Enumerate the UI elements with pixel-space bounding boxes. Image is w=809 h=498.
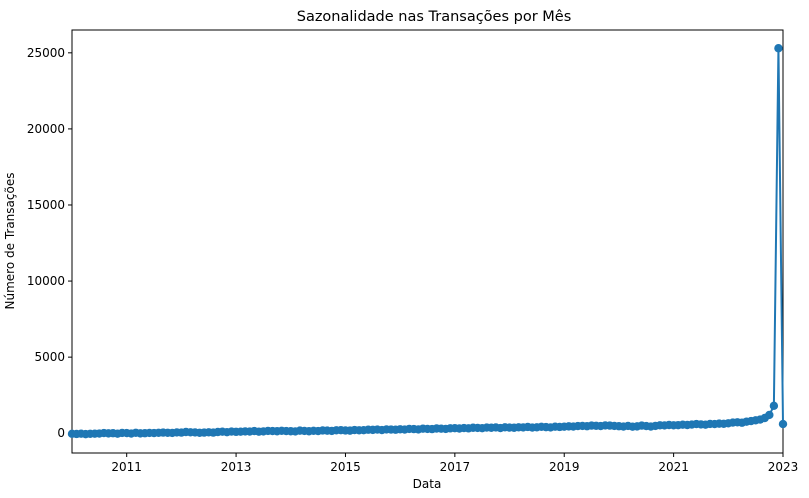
x-tick-label: 2013: [221, 460, 252, 474]
y-tick-label: 15000: [27, 198, 65, 212]
data-point: [778, 419, 788, 429]
data-point: [774, 44, 783, 53]
chart-title: Sazonalidade nas Transações por Mês: [297, 9, 572, 25]
y-axis-title: Número de Transações: [3, 173, 17, 310]
x-tick-label: 2015: [330, 460, 361, 474]
x-tick-label: 2021: [658, 460, 689, 474]
x-axis: 2011 2013 2015 2017 2019 2021 2023: [111, 453, 798, 474]
y-tick-label: 25000: [27, 46, 65, 60]
y-axis: 0 5000 10000 15000 20000 25000: [27, 46, 72, 440]
x-tick-label: 2017: [440, 460, 471, 474]
x-axis-title: Data: [413, 477, 442, 491]
x-tick-label: 2023: [768, 460, 799, 474]
series-points-group: [67, 44, 788, 439]
y-tick-label: 10000: [27, 274, 65, 288]
x-tick-label: 2019: [549, 460, 580, 474]
plot-frame: [71, 29, 784, 454]
data-point: [769, 401, 779, 411]
data-point: [765, 410, 774, 420]
y-tick-label: 5000: [34, 350, 65, 364]
series-line-group: [71, 48, 784, 436]
x-tick-label: 2011: [111, 460, 142, 474]
y-tick-label: 20000: [27, 122, 65, 136]
y-tick-label: 0: [57, 426, 65, 440]
series-line: [71, 48, 784, 436]
